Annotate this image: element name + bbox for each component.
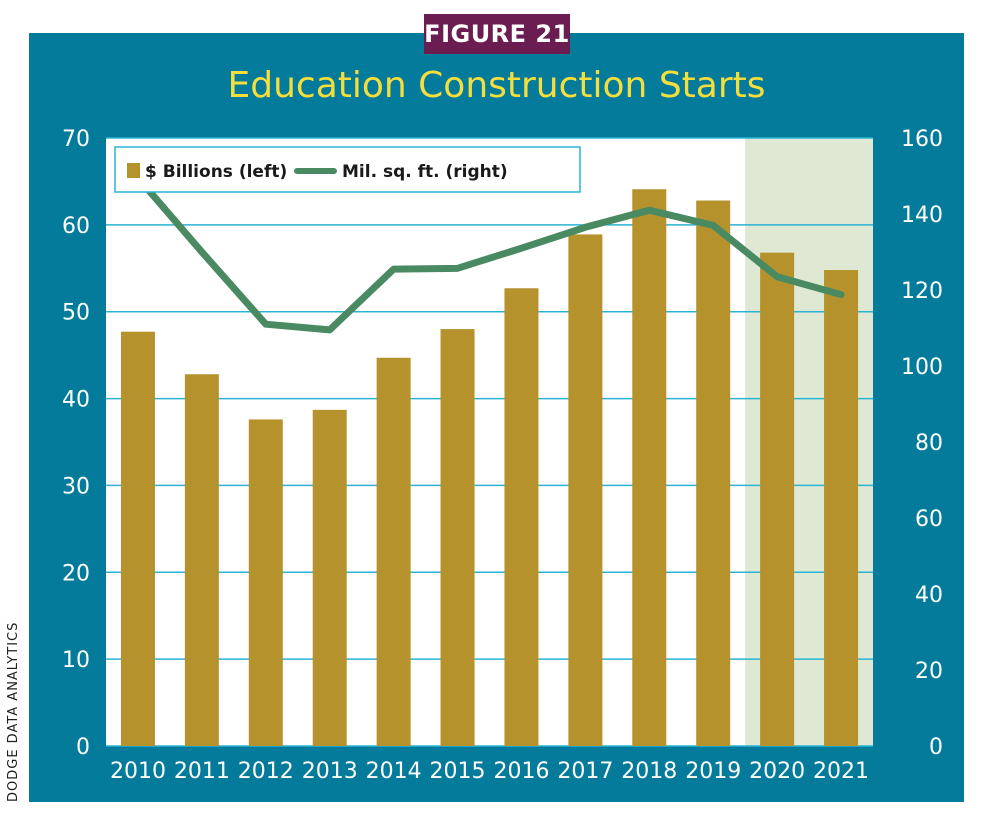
x-tick-label: 2021 — [813, 759, 869, 784]
left-tick-label: 10 — [62, 648, 90, 673]
bar-2020 — [760, 252, 795, 746]
legend-swatch-billions — [127, 163, 140, 178]
left-tick-label: 0 — [76, 735, 90, 760]
left-tick-label: 60 — [62, 214, 90, 239]
x-tick-label: 2017 — [557, 759, 613, 784]
left-tick-label: 50 — [62, 301, 90, 326]
x-tick-label: 2014 — [366, 759, 422, 784]
bar-2014 — [376, 357, 411, 746]
legend: $ Billions (left) Mil. sq. ft. (right) — [114, 146, 581, 193]
bar-2015 — [440, 329, 475, 746]
bar-2016 — [504, 288, 539, 746]
x-axis-ticks: 2010 2011 2012 2013 2014 2015 2016 2017 2018 2019… — [110, 759, 869, 784]
right-tick-label: 20 — [915, 659, 943, 684]
left-tick-label: 70 — [62, 127, 90, 152]
x-tick-label: 2012 — [238, 759, 294, 784]
x-tick-label: 2020 — [749, 759, 805, 784]
bar-2013 — [312, 409, 347, 746]
x-tick-label: 2018 — [621, 759, 677, 784]
left-tick-label: 40 — [62, 388, 90, 413]
x-tick-label: 2013 — [302, 759, 358, 784]
gridlines — [106, 137, 873, 747]
x-tick-label: 2019 — [685, 759, 741, 784]
bars — [120, 189, 859, 747]
x-tick-label: 2016 — [493, 759, 549, 784]
bar-2011 — [184, 374, 219, 746]
x-tick-label: 2011 — [174, 759, 230, 784]
right-tick-label: 140 — [901, 203, 943, 228]
legend-box — [114, 146, 581, 193]
right-tick-label: 160 — [901, 127, 943, 152]
left-tick-label: 20 — [62, 561, 90, 586]
series-line-mil-sq-ft — [134, 174, 845, 334]
left-tick-label: 30 — [62, 474, 90, 499]
bar-2012 — [248, 419, 283, 746]
right-tick-label: 100 — [901, 355, 943, 380]
bar-2019 — [696, 200, 731, 747]
legend-label-billions: $ Billions (left) — [145, 162, 287, 182]
right-tick-label: 60 — [915, 507, 943, 532]
right-tick-label: 80 — [915, 431, 943, 456]
legend-label-sq-ft: Mil. sq. ft. (right) — [342, 162, 508, 182]
right-tick-label: 40 — [915, 583, 943, 608]
right-axis-ticks: 0 20 40 60 80 100 120 140 160 — [901, 127, 943, 760]
left-axis-ticks: 0 10 20 30 40 50 60 70 — [62, 127, 90, 760]
x-tick-label: 2010 — [110, 759, 166, 784]
chart-title: Education Construction Starts — [227, 65, 766, 106]
figure-label: FIGURE 21 — [424, 14, 570, 54]
bar-2017 — [568, 234, 603, 746]
right-tick-label: 120 — [901, 279, 943, 304]
x-tick-label: 2015 — [430, 759, 486, 784]
bar-2018 — [632, 189, 667, 746]
bar-2010 — [120, 331, 155, 746]
bar-2021 — [824, 270, 859, 746]
right-tick-label: 0 — [929, 735, 943, 760]
